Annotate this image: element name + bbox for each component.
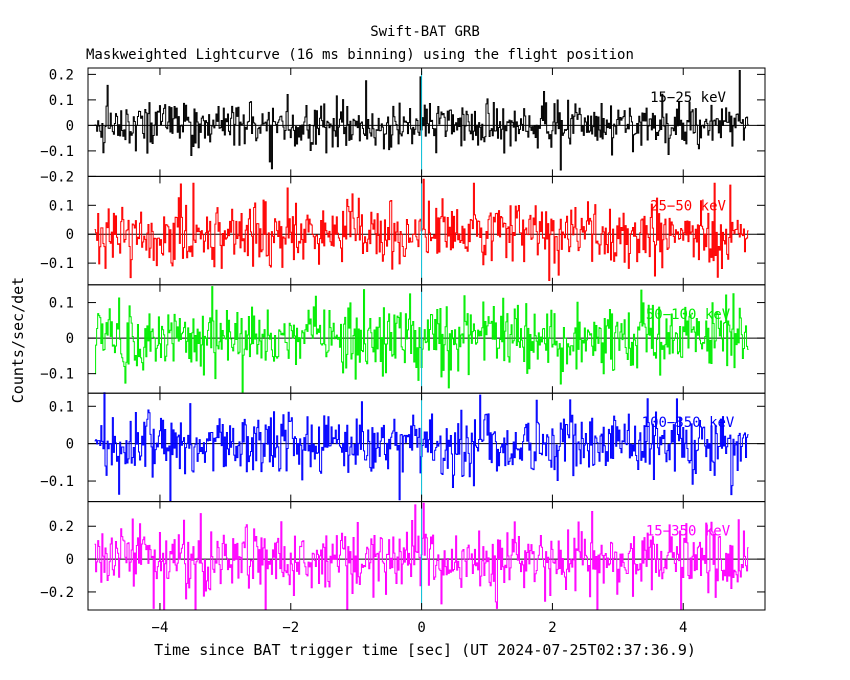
y-tick-label: −0.1 xyxy=(40,144,74,160)
panel-15-25-kev: −0.2 −0.1 0 0.1 0.2 15−25 keV xyxy=(40,67,766,185)
x-axis-label: Time since BAT trigger time [sec] (UT 20… xyxy=(154,641,696,659)
y-tick-label: 0.2 xyxy=(49,519,74,535)
y-tick-label: −0.1 xyxy=(40,367,74,383)
band-label: 15−350 keV xyxy=(646,524,731,540)
x-tick-label: −4 xyxy=(152,620,169,636)
y-tick-label: 0 xyxy=(66,331,74,347)
panel-50-100-kev: −0.1 0 0.1 50−100 keV xyxy=(40,284,766,394)
figure-title: Swift-BAT GRB xyxy=(370,24,480,40)
y-tick-label: −0.2 xyxy=(40,585,74,601)
panel-100-350-kev: −0.1 0 0.1 100−350 keV xyxy=(40,392,766,503)
y-tick-label: 0.1 xyxy=(49,198,74,214)
x-tick-label: 2 xyxy=(548,620,556,636)
band-label: 15−25 keV xyxy=(650,90,726,106)
band-label: 50−100 keV xyxy=(646,307,731,323)
y-tick-label: 0.1 xyxy=(49,399,74,415)
x-tick-label: −2 xyxy=(282,620,299,636)
y-tick-label: 0.1 xyxy=(49,93,74,109)
y-tick-label: 0 xyxy=(66,552,74,568)
y-tick-label: −0.2 xyxy=(40,169,74,185)
x-tick-label: 4 xyxy=(679,620,687,636)
figure-subtitle: Maskweighted Lightcurve (16 ms binning) … xyxy=(86,47,634,63)
panel-15-350-kev: −0.2 0 0.2 15−350 keV xyxy=(40,501,766,611)
panel-frame xyxy=(87,501,766,611)
band-label: 25−50 keV xyxy=(650,198,726,214)
x-tick-label: 0 xyxy=(417,620,425,636)
panel-stack: −0.2 −0.1 0 0.1 0.2 15−25 keV −0.1 0 0.1 25−50 ke… xyxy=(40,67,766,636)
y-tick-label: 0.1 xyxy=(49,296,74,312)
y-tick-label: 0 xyxy=(66,227,74,243)
y-tick-label: −0.1 xyxy=(40,474,74,490)
y-axis-label: Counts/sec/det xyxy=(9,277,27,403)
y-tick-label: 0 xyxy=(66,118,74,134)
panel-25-50-kev: −0.1 0 0.1 25−50 keV xyxy=(40,175,766,286)
band-label: 100−350 keV xyxy=(642,415,735,431)
y-tick-label: 0 xyxy=(66,437,74,453)
y-tick-label: 0.2 xyxy=(49,67,74,83)
y-tick-label: −0.1 xyxy=(40,256,74,272)
